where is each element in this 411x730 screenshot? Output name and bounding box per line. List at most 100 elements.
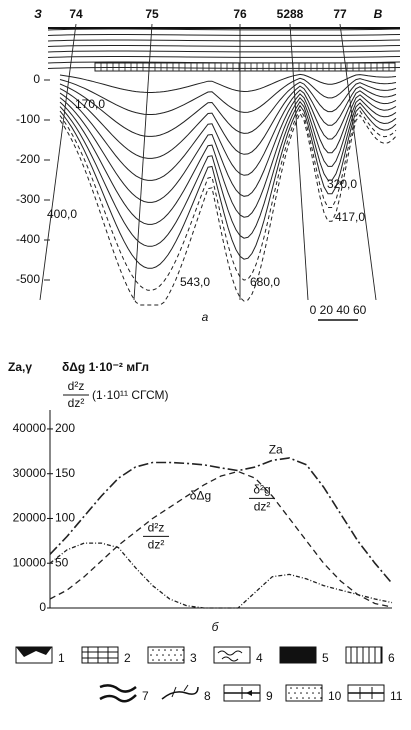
stratum-line <box>47 56 401 58</box>
contour <box>59 77 397 115</box>
swatch-dot <box>158 649 160 651</box>
swatch-pattern <box>171 686 177 698</box>
y-tick-label: 10000 <box>13 555 47 569</box>
legend-swatch <box>162 685 198 701</box>
legend-label: 1 <box>58 651 65 665</box>
y2-tick-label: 200 <box>55 421 75 435</box>
depth-tick-label: -200 <box>16 152 40 166</box>
legend-label: 8 <box>204 689 211 703</box>
contour <box>59 85 397 159</box>
swatch-dot <box>288 692 290 694</box>
swatch-dot <box>314 687 316 689</box>
series-line <box>49 457 393 584</box>
swatch-dot <box>320 697 322 699</box>
swatch-pattern <box>183 684 189 692</box>
legend-label: 4 <box>256 651 263 665</box>
swatch-dot <box>182 659 184 661</box>
depth-tick-label: -100 <box>16 112 40 126</box>
swatch-dot <box>168 654 170 656</box>
swatch-pattern <box>246 690 252 696</box>
swatch-dot <box>306 692 308 694</box>
swatch-dot <box>180 654 182 656</box>
contour <box>59 104 397 269</box>
y3-axis-unit: (1·10¹¹ СГСМ) <box>92 388 169 402</box>
legend-label: 6 <box>388 651 395 665</box>
series-label: Za <box>269 443 283 457</box>
stratum-line <box>47 28 401 31</box>
legend-swatch <box>345 646 383 664</box>
swatch-dot <box>156 654 158 656</box>
swatch-dot <box>302 687 304 689</box>
swatch-pattern <box>221 656 239 662</box>
series-label-denominator: dz² <box>148 538 165 552</box>
well-line <box>289 23 309 301</box>
swatch-dot <box>176 659 178 661</box>
swatch-dot <box>174 654 176 656</box>
swatch-dot <box>162 654 164 656</box>
legend-label: 10 <box>328 689 342 703</box>
y2-axis-label: δΔg 1·10⁻² мГл <box>62 360 149 374</box>
y3-axis-label-denominator: dz² <box>68 396 85 410</box>
well-label: 76 <box>233 7 247 21</box>
annotation-denominator: dz² <box>254 500 271 514</box>
legend-label: 5 <box>322 651 329 665</box>
stratum-line <box>47 50 401 53</box>
well-line <box>133 23 153 301</box>
stratum-line <box>47 45 401 47</box>
depth-tick-label: -300 <box>16 192 40 206</box>
swatch-dot <box>164 659 166 661</box>
contour <box>59 96 397 225</box>
swatch-dot <box>308 687 310 689</box>
contour-label: 543,0 <box>180 275 210 289</box>
well-line <box>339 23 377 301</box>
y2-tick-label: 150 <box>55 466 75 480</box>
series-label-numerator: d²z <box>148 521 165 535</box>
legend-label: 9 <box>266 689 273 703</box>
depth-tick-label: -500 <box>16 272 40 286</box>
contour-label: 320,0 <box>327 177 357 191</box>
swatch-dot <box>182 649 184 651</box>
swatch-dot <box>290 687 292 689</box>
y-tick-label: 30000 <box>13 466 47 480</box>
swatch-dot <box>312 692 314 694</box>
legend-swatch <box>81 646 119 664</box>
contour-label: 400,0 <box>47 207 77 221</box>
well-label: 77 <box>333 7 347 21</box>
well-label: В <box>374 7 383 21</box>
swatch-dot <box>158 659 160 661</box>
well-label: 74 <box>69 7 83 21</box>
series-label: δΔg <box>190 488 211 502</box>
y-tick-label: 20000 <box>13 511 47 525</box>
stratum-line <box>47 67 401 69</box>
y3-axis-label-numerator: d²z <box>68 379 85 393</box>
depth-tick-label: -400 <box>16 232 40 246</box>
swatch-dot <box>300 692 302 694</box>
contour <box>59 81 397 137</box>
series-line <box>49 542 393 609</box>
contour <box>59 100 397 247</box>
legend-swatch <box>147 646 185 664</box>
well-label: З <box>34 7 42 21</box>
swatch-dot <box>302 697 304 699</box>
contour <box>59 93 397 203</box>
swatch-dot <box>296 687 298 689</box>
contour-label: 680,0 <box>250 275 280 289</box>
y-axis-label: Za,γ <box>8 360 32 374</box>
series-line <box>49 470 393 608</box>
contour <box>59 73 397 93</box>
swatch-dot <box>152 649 154 651</box>
swatch-pattern <box>99 684 137 703</box>
swatch-dot <box>308 697 310 699</box>
legend-swatch <box>279 646 317 664</box>
legend-label: 2 <box>124 651 131 665</box>
swatch-dot <box>170 659 172 661</box>
legend-label: 7 <box>142 689 149 703</box>
y2-tick-label: 50 <box>55 555 69 569</box>
annotation-numerator: δ²g <box>253 483 270 497</box>
swatch-dot <box>176 649 178 651</box>
panel-label: а <box>202 310 209 324</box>
contour <box>59 89 397 181</box>
depth-tick-label: 0 <box>33 72 40 86</box>
contour-label: 417,0 <box>335 210 365 224</box>
